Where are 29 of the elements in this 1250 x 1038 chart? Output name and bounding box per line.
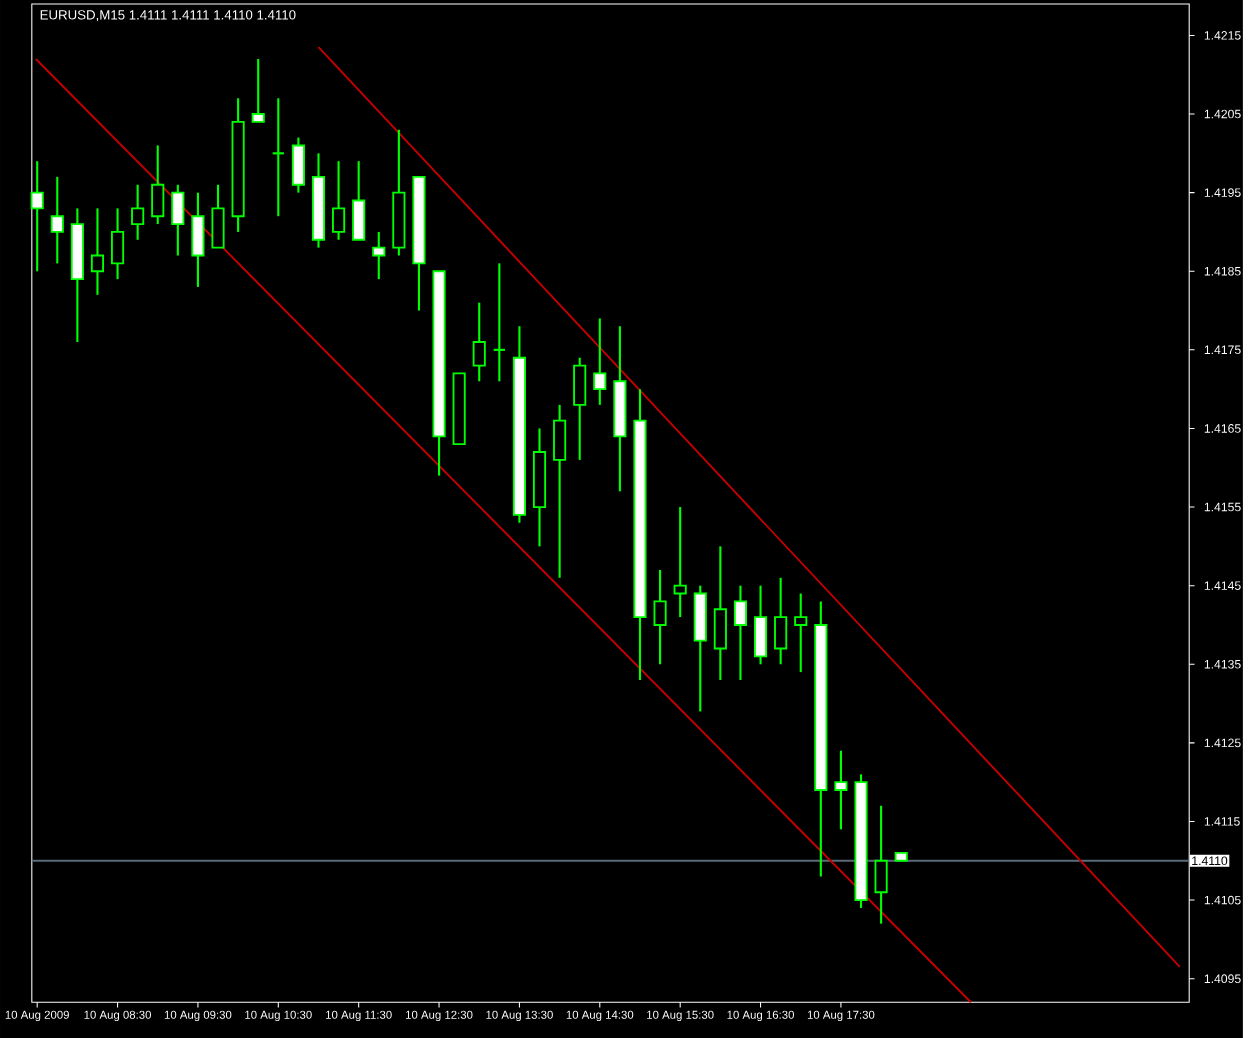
candlestick — [593, 317, 607, 406]
candlestick — [291, 136, 305, 194]
candlestick — [733, 584, 748, 682]
candlestick — [472, 301, 486, 383]
candlestick — [573, 356, 587, 461]
candlestick — [352, 160, 366, 241]
candlestick — [713, 545, 727, 682]
candlestick — [673, 505, 687, 619]
candlestick — [492, 262, 507, 383]
candlestick — [753, 584, 768, 666]
candlestick — [874, 804, 888, 925]
candlestick — [372, 230, 386, 281]
candlestick — [171, 183, 185, 257]
candlestick — [151, 144, 165, 226]
candlestick — [50, 175, 64, 265]
candlestick — [251, 57, 265, 123]
candlestick — [653, 568, 667, 666]
candlestick — [332, 160, 346, 241]
candlestick — [553, 403, 567, 579]
candlestick — [271, 97, 285, 218]
candlestick — [693, 584, 707, 713]
candlestick — [774, 576, 788, 666]
candlestick — [834, 749, 848, 831]
candlestick — [131, 183, 145, 241]
candlestick — [211, 183, 225, 249]
candlestick — [191, 191, 205, 288]
candlestick — [794, 592, 808, 674]
candlestick — [90, 207, 105, 296]
candlestick — [111, 207, 125, 281]
